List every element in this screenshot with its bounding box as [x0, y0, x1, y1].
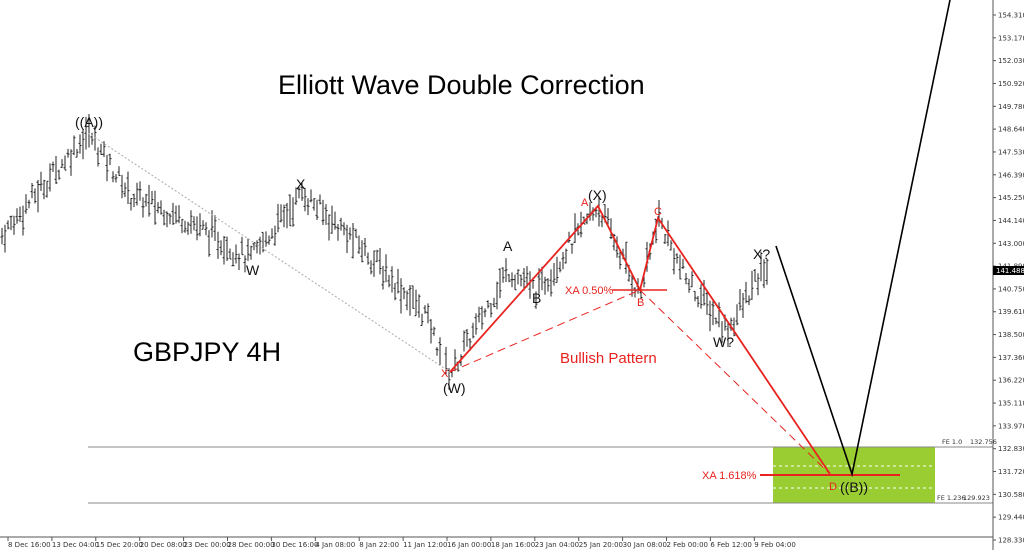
y-tick-label: 152.030 [998, 57, 1024, 65]
y-tick-label: 137.360 [998, 354, 1024, 362]
x-tick-label: 20 Dec 08:00 [140, 541, 187, 549]
wave-label-B: B [532, 290, 541, 306]
x-tick-label: 9 Feb 04:00 [754, 541, 795, 549]
wave-label-W: W [246, 262, 260, 278]
y-tick-label: 143.000 [998, 240, 1024, 248]
x-tick-label: 23 Jan 04:00 [535, 541, 579, 549]
y-tick-label: 154.310 [998, 12, 1024, 20]
wave-label-X-q: X? [753, 246, 770, 262]
x-tick-label: 8 Jan 22:00 [359, 541, 399, 549]
fe-1236-label: FE 1.236 [937, 494, 966, 502]
pattern-label-X: X [441, 368, 449, 380]
y-tick-label: 130.580 [998, 491, 1024, 499]
x-tick-label: 30 Dec 16:00 [271, 541, 318, 549]
x-tick-label: 25 Jan 20:00 [579, 541, 623, 549]
x-tick-label: 11 Jan 12:00 [403, 541, 447, 549]
y-tick-label: 144.140 [998, 217, 1024, 225]
y-tick-label: 129.440 [998, 514, 1024, 522]
harmonic-pattern [449, 204, 900, 476]
x-tick-label: 16 Jan 00:00 [447, 541, 491, 549]
symbol-label: GBPJPY 4H [133, 337, 282, 367]
x-tick-label: 8 Dec 16:00 [8, 541, 51, 549]
current-price-tag: 141.488 [996, 267, 1024, 275]
projection-path [775, 0, 951, 478]
bullish-pattern-label: Bullish Pattern [560, 350, 657, 367]
wave-label-W-paren: (W) [443, 380, 466, 396]
y-tick-label: 131.720 [998, 468, 1024, 476]
y-tick-label: 132.830 [998, 445, 1024, 453]
fe-1236-value: 129.923 [963, 494, 990, 502]
y-tick-label: 150.920 [998, 80, 1024, 88]
ratio-label-xa-050: XA 0.50% [565, 285, 614, 297]
y-tick-label: 145.250 [998, 194, 1024, 202]
wave-label-X-paren: (X) [588, 187, 607, 203]
pattern-label-C: C [654, 206, 662, 218]
pattern-label-D: D [829, 481, 837, 493]
x-tick-label: 15 Dec 20:00 [96, 541, 143, 549]
chart-title: Elliott Wave Double Correction [278, 70, 645, 100]
pattern-label-A: A [581, 197, 589, 209]
x-tick-label: 30 Jan 08:00 [623, 541, 667, 549]
trend-line [87, 132, 451, 373]
x-tick-label: 18 Jan 16:00 [491, 541, 535, 549]
y-tick-label: 135.110 [998, 400, 1024, 408]
ohlc-bars [0, 114, 769, 390]
x-tick-label: 13 Dec 04:00 [52, 541, 99, 549]
wave-label-B-major: ((B)) [840, 479, 868, 495]
pattern-label-B: B [637, 297, 644, 309]
x-tick-label: 2 Feb 00:00 [667, 541, 708, 549]
y-tick-label: 153.170 [998, 34, 1024, 42]
y-tick-label: 138.500 [998, 331, 1024, 339]
y-tick-label: 133.970 [998, 422, 1024, 430]
x-tick-label: 23 Dec 00:00 [184, 541, 231, 549]
y-axis: 154.310 153.170 152.030 150.920 149.780 148.6… [992, 0, 1024, 550]
y-tick-label: 128.330 [998, 537, 1024, 545]
y-tick-label: 146.390 [998, 171, 1024, 179]
wave-label-W-q: W? [713, 334, 734, 350]
wave-label-A: A [503, 238, 513, 254]
y-tick-label: 147.530 [998, 148, 1024, 156]
y-tick-label: 140.750 [998, 285, 1024, 293]
y-tick-label: 136.220 [998, 377, 1024, 385]
wave-label-X: X [296, 176, 306, 192]
fe-1-label: FE 1.0 [942, 438, 962, 446]
x-tick-label: 6 Feb 12:00 [710, 541, 751, 549]
y-tick-label: 149.780 [998, 103, 1024, 111]
wave-label-A-major: ((A)) [75, 114, 103, 130]
x-tick-label: 4 Jan 08:00 [315, 541, 355, 549]
x-tick-label: 28 Dec 00:00 [228, 541, 275, 549]
ratio-label-xa-1618: XA 1.618% [702, 470, 757, 482]
fe-1-value: 132.756 [970, 438, 997, 446]
y-tick-label: 148.640 [998, 126, 1024, 134]
y-tick-label: 139.610 [998, 308, 1024, 316]
